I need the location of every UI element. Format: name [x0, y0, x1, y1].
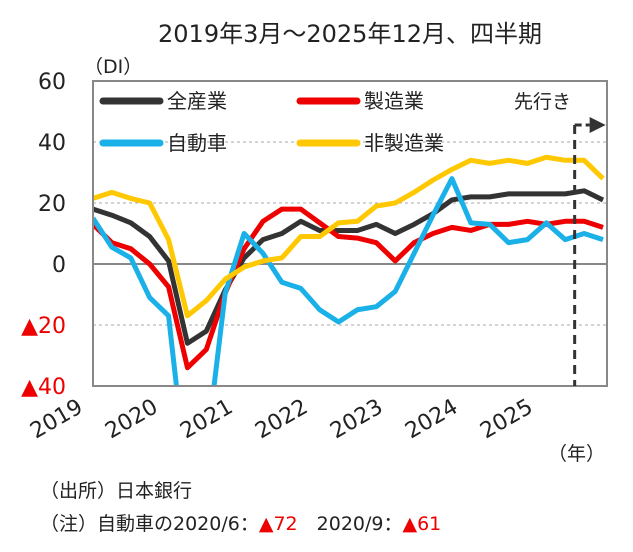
- x-axis-label: （年）: [548, 443, 605, 465]
- series-line-非製造業: [93, 154, 605, 319]
- footnote-value-1: ▲72: [259, 513, 298, 535]
- footnote-mid: 2020/9：: [298, 513, 403, 535]
- x-tick-label: 2020: [101, 395, 162, 445]
- y-tick-labels: 60 40 20 0 ▲20 ▲40: [21, 70, 66, 400]
- x-tick-label: 2019: [26, 395, 87, 445]
- arrow-right-icon: [589, 117, 606, 133]
- x-tick-label: 2021: [176, 395, 237, 445]
- footnote-value-2: ▲61: [402, 513, 441, 535]
- y-tick-label: 40: [38, 131, 66, 156]
- series-line-製造業: [93, 206, 604, 371]
- source-note: （出所）日本銀行: [40, 480, 192, 502]
- series-line-自動車: [93, 176, 604, 386]
- series-lines: [93, 154, 605, 386]
- x-tick-labels: 2019 2020 2021 2022 2023 2024 2025: [26, 395, 537, 445]
- y-tick-label: 60: [38, 70, 66, 95]
- y-tick-label: ▲40: [21, 375, 66, 400]
- legend-label: 全産業: [167, 89, 227, 113]
- y-axis-label: （DI）: [84, 56, 142, 78]
- legend-label: 自動車: [167, 131, 227, 155]
- series-line-全産業: [93, 188, 605, 346]
- legend-label: 非製造業: [364, 131, 444, 155]
- legend-label: 製造業: [364, 89, 424, 113]
- forecast-marker: 先行き: [514, 91, 606, 386]
- y-tick-label: 20: [38, 192, 66, 217]
- x-tick-label: 2024: [401, 395, 462, 445]
- chart-title: 2019年3月～2025年12月、四半期: [158, 20, 542, 48]
- footnote: （注）自動車の2020/6：▲72 2020/9：▲61: [40, 513, 441, 535]
- x-tick-label: 2025: [476, 395, 537, 445]
- forecast-label: 先行き: [514, 91, 571, 113]
- plot-frame: [92, 80, 608, 387]
- y-tick-label: 0: [52, 253, 66, 278]
- y-tick-label: ▲20: [21, 314, 66, 339]
- x-tick-label: 2023: [326, 395, 387, 445]
- footnote-prefix: （注）自動車の2020/6：: [40, 513, 259, 535]
- x-tick-label: 2022: [251, 395, 312, 445]
